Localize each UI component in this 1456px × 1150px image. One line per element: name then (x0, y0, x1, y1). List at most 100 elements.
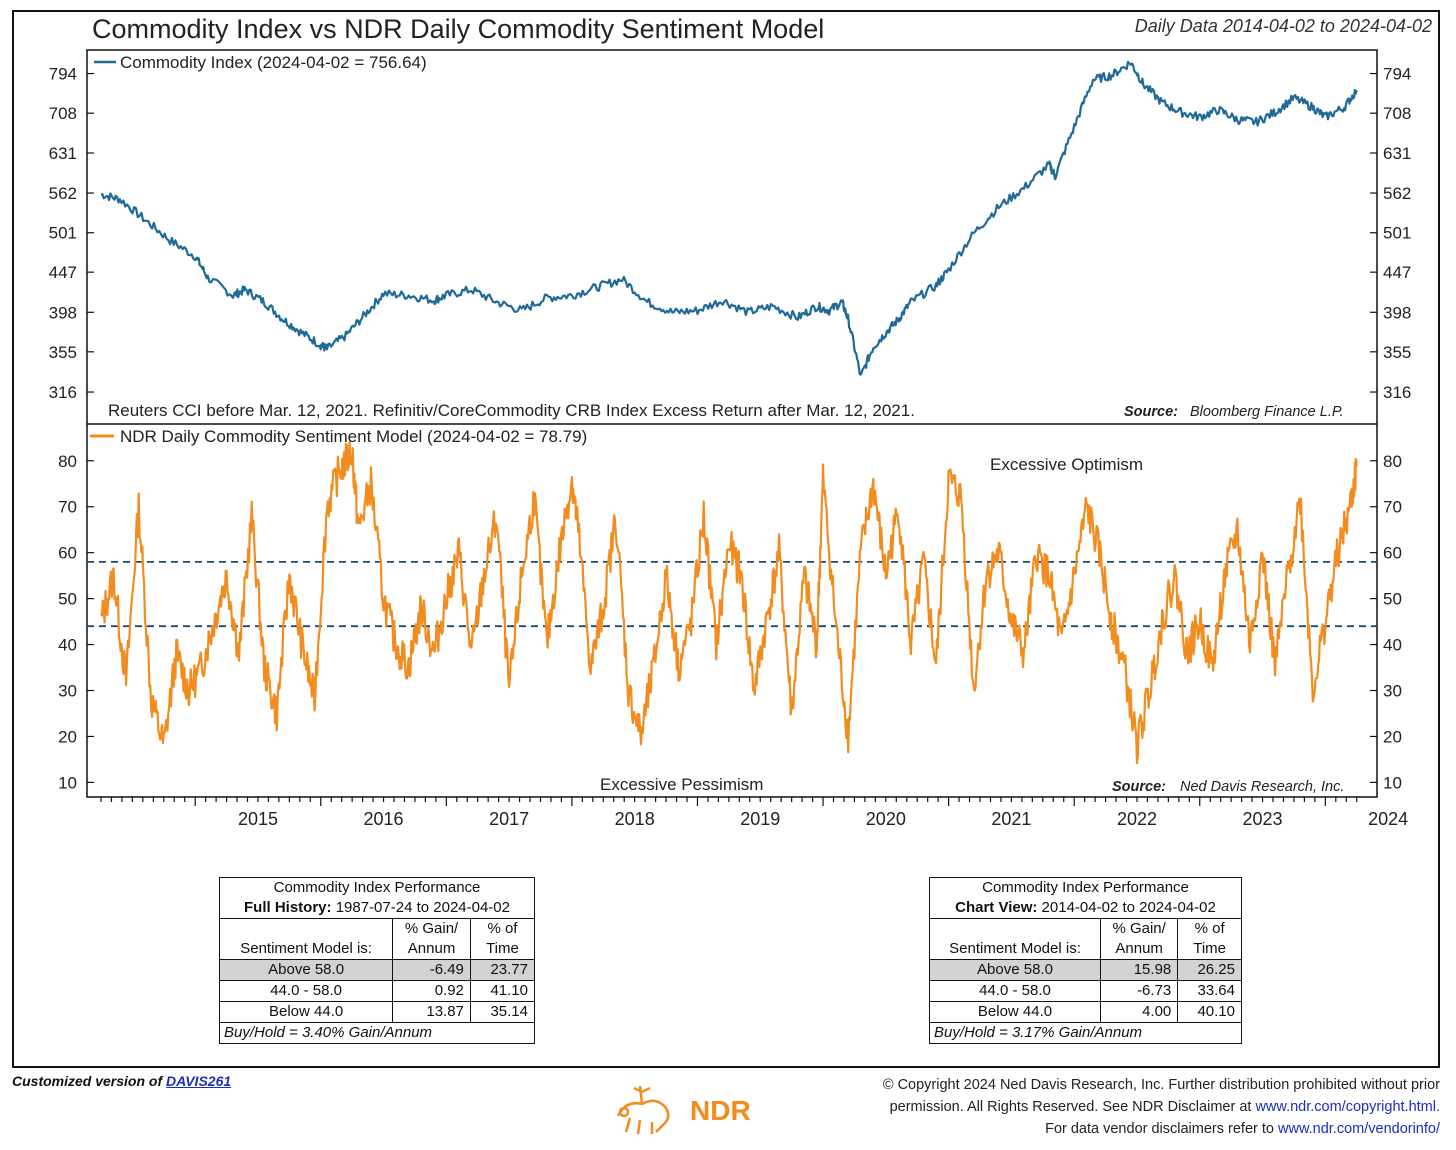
performance-table-chart-view: Commodity Index Performance Chart View: … (928, 877, 1242, 1044)
y-tick-label-right: 794 (1383, 65, 1411, 84)
table-row: Above 58.0 15.98 26.25 (928, 959, 1242, 981)
row-time: 41.10 (469, 980, 536, 1002)
x-tick-label: 2018 (615, 809, 655, 829)
row-label: Below 44.0 (218, 1001, 394, 1023)
col-time: % of (487, 920, 518, 937)
y-tick-label-right: 20 (1383, 727, 1402, 746)
table-sub-range: 1987-07-24 to 2024-04-02 (335, 899, 510, 916)
y-tick-label-right: 316 (1383, 383, 1411, 402)
y-tick-label-left: 80 (58, 452, 77, 471)
vendor-link[interactable]: www.ndr.com/vendorinfo/ (1278, 1121, 1440, 1137)
row-gain: 13.87 (392, 1001, 471, 1023)
table-row: 44.0 - 58.0 0.92 41.10 (218, 980, 536, 1002)
col-time: % of (1194, 920, 1225, 937)
date-range: Daily Data 2014-04-02 to 2024-04-02 (1134, 16, 1432, 36)
davis261-link[interactable]: DAVIS261 (166, 1073, 232, 1089)
table-sub-label: Chart View: (955, 899, 1038, 916)
commodity-index-line (100, 60, 1358, 376)
y-tick-label-left: 50 (58, 590, 77, 609)
copyright-line-3: For data vendor disclaimers refer to (1045, 1121, 1274, 1137)
y-tick-label-right: 447 (1383, 263, 1411, 282)
source-top: Bloomberg Finance L.P. (1190, 404, 1344, 420)
y-tick-label-right: 80 (1383, 452, 1402, 471)
y-tick-label-left: 10 (58, 773, 77, 792)
y-tick-label-right: 10 (1383, 773, 1402, 792)
table-row: Below 44.0 4.00 40.10 (928, 1001, 1242, 1023)
table-row: 44.0 - 58.0 -6.73 33.64 (928, 980, 1242, 1002)
x-tick-label: 2024 (1368, 809, 1408, 829)
row-label: Below 44.0 (928, 1001, 1102, 1023)
y-tick-label-right: 708 (1383, 104, 1411, 123)
x-tick-label: 2015 (238, 809, 278, 829)
chart-title: Commodity Index vs NDR Daily Commodity S… (92, 14, 825, 44)
row-time: 26.25 (1177, 959, 1242, 981)
y-tick-label-right: 631 (1383, 144, 1411, 163)
table-row: Above 58.0 -6.49 23.77 (218, 959, 536, 981)
y-tick-label-right: 30 (1383, 682, 1402, 701)
legend-label-sentiment: NDR Daily Commodity Sentiment Model (202… (120, 427, 587, 446)
source-label-bottom: Source: (1112, 779, 1166, 795)
y-tick-label-right: 398 (1383, 303, 1411, 322)
y-tick-label-left: 794 (49, 65, 77, 84)
copyright-link[interactable]: www.ndr.com/copyright.html. (1255, 1099, 1440, 1115)
customized-note: Customized version of DAVIS261 (12, 1073, 231, 1089)
source-bottom: Ned Davis Research, Inc. (1180, 779, 1344, 795)
x-tick-label: 2016 (364, 809, 404, 829)
chart-frame (12, 10, 1440, 1068)
y-tick-label-left: 708 (49, 104, 77, 123)
performance-table-full-history: Commodity Index Performance Full History… (218, 877, 536, 1044)
row-label: Above 58.0 (218, 959, 394, 981)
x-tick-label: 2023 (1243, 809, 1283, 829)
y-tick-label-right: 60 (1383, 544, 1402, 563)
annotation-optimism: Excessive Optimism (990, 455, 1143, 474)
col-time-2: Time (1193, 940, 1227, 957)
row-gain: -6.49 (392, 959, 471, 981)
sentiment-model-line (99, 441, 1358, 765)
y-tick-label-right: 40 (1383, 636, 1402, 655)
logo-text: NDR (690, 1095, 751, 1126)
x-tick-label: 2017 (489, 809, 529, 829)
series-note: Reuters CCI before Mar. 12, 2021. Refini… (108, 401, 915, 420)
row-label: Above 58.0 (928, 959, 1102, 981)
y-tick-label-right: 355 (1383, 343, 1411, 362)
x-tick-label: 2022 (1117, 809, 1157, 829)
ndr-logo: NDR (616, 1085, 751, 1135)
y-tick-label-left: 631 (49, 144, 77, 163)
x-tick-label: 2019 (740, 809, 780, 829)
y-tick-label-right: 50 (1383, 590, 1402, 609)
row-time: 33.64 (1177, 980, 1242, 1002)
custom-prefix: Customized version of (12, 1073, 163, 1089)
source-label-top: Source: (1124, 404, 1178, 420)
col-gain-2: Annum (407, 940, 456, 957)
col-gain: % Gain/ (404, 920, 459, 937)
y-tick-label-left: 398 (49, 303, 77, 322)
y-tick-label-left: 60 (58, 544, 77, 563)
y-tick-label-left: 30 (58, 682, 77, 701)
y-tick-label-left: 562 (49, 184, 77, 203)
buy-hold: Buy/Hold = 3.40% Gain/Annum (219, 1022, 535, 1044)
row-gain: -6.73 (1100, 980, 1179, 1002)
row-time: 23.77 (469, 959, 536, 981)
y-tick-label-left: 20 (58, 727, 77, 746)
x-tick-label: 2020 (866, 809, 906, 829)
row-time: 40.10 (1177, 1001, 1242, 1023)
copyright-notice: © Copyright 2024 Ned Davis Research, Inc… (883, 1074, 1440, 1140)
table-title: Commodity Index Performance (273, 879, 481, 896)
row-time: 35.14 (469, 1001, 536, 1023)
annotation-pessimism: Excessive Pessimism (600, 775, 763, 794)
x-tick-label: 2021 (991, 809, 1031, 829)
row-label: 44.0 - 58.0 (218, 980, 394, 1002)
table-row: Below 44.0 13.87 35.14 (218, 1001, 536, 1023)
y-tick-label-left: 355 (49, 343, 77, 362)
buy-hold: Buy/Hold = 3.17% Gain/Annum (929, 1022, 1242, 1044)
y-tick-label-right: 70 (1383, 498, 1402, 517)
row-gain: 15.98 (1100, 959, 1179, 981)
col-label: Sentiment Model is: (240, 940, 372, 957)
y-tick-label-left: 40 (58, 636, 77, 655)
y-tick-label-right: 562 (1383, 184, 1411, 203)
y-tick-label-right: 501 (1383, 224, 1411, 243)
row-gain: 4.00 (1100, 1001, 1179, 1023)
table-sub-range: 2014-04-02 to 2024-04-02 (1041, 899, 1216, 916)
copyright-line-2: permission. All Rights Reserved. See NDR… (889, 1099, 1252, 1115)
